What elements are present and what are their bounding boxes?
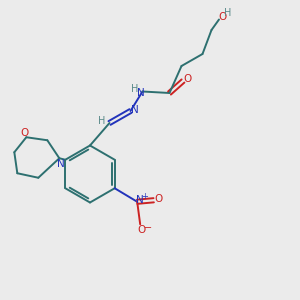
Text: N: N [137, 88, 145, 98]
Text: H: H [131, 84, 139, 94]
Text: O: O [154, 194, 163, 204]
Text: O: O [21, 128, 29, 138]
Text: N: N [130, 105, 138, 115]
Text: H: H [98, 116, 106, 127]
Text: O: O [218, 12, 227, 22]
Text: O: O [184, 74, 192, 85]
Text: +: + [141, 192, 148, 201]
Text: N: N [57, 159, 65, 169]
Text: O: O [138, 225, 146, 235]
Text: −: − [144, 223, 152, 233]
Text: N: N [136, 195, 144, 205]
Text: H: H [224, 8, 231, 18]
